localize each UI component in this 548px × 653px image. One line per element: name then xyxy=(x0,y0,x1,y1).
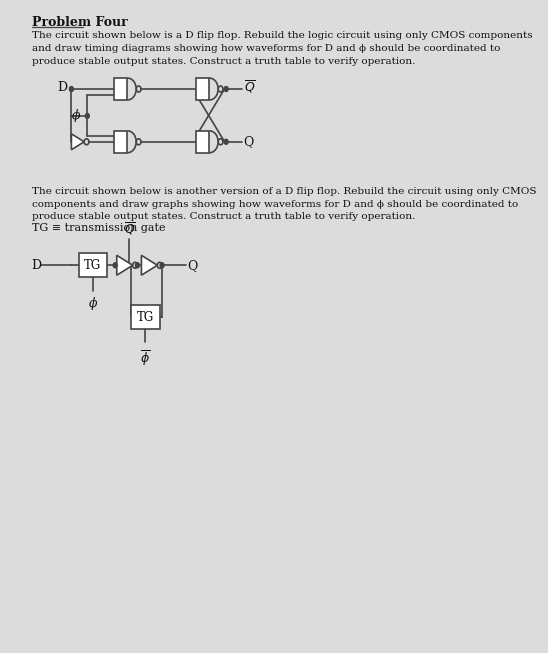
Text: Q: Q xyxy=(244,135,254,148)
Text: D: D xyxy=(57,80,67,93)
Polygon shape xyxy=(115,131,128,153)
Polygon shape xyxy=(117,255,133,275)
Circle shape xyxy=(85,114,89,118)
Text: Q: Q xyxy=(187,259,198,272)
Text: TG ≡ transmission gate: TG ≡ transmission gate xyxy=(32,223,165,233)
Circle shape xyxy=(224,139,228,144)
Text: produce stable output states. Construct a truth table to verify operation.: produce stable output states. Construct … xyxy=(32,57,415,66)
Circle shape xyxy=(113,263,117,268)
Text: TG: TG xyxy=(84,259,101,272)
Polygon shape xyxy=(71,134,84,150)
Circle shape xyxy=(224,87,228,91)
Bar xyxy=(131,305,159,329)
Polygon shape xyxy=(196,78,209,100)
Circle shape xyxy=(135,263,139,268)
Text: components and draw graphs showing how waveforms for D and ϕ should be coordinat: components and draw graphs showing how w… xyxy=(32,200,518,208)
Polygon shape xyxy=(196,131,209,153)
Text: D: D xyxy=(32,259,42,272)
Text: $\overline{\phi}$: $\overline{\phi}$ xyxy=(140,349,151,368)
Bar xyxy=(78,253,107,278)
Text: TG: TG xyxy=(137,311,154,323)
Text: ϕ: ϕ xyxy=(89,297,97,310)
Text: ϕ: ϕ xyxy=(71,110,80,122)
Text: The circuit shown below is a D flip flop. Rebuild the logic circuit using only C: The circuit shown below is a D flip flop… xyxy=(32,31,532,40)
Text: and draw timing diagrams showing how waveforms for D and ϕ should be coordinated: and draw timing diagrams showing how wav… xyxy=(32,44,500,53)
Circle shape xyxy=(70,87,73,91)
Text: The circuit shown below is another version of a D flip flop. Rebuild the circuit: The circuit shown below is another versi… xyxy=(32,187,536,196)
Circle shape xyxy=(160,263,164,268)
Text: $\overline{Q}$: $\overline{Q}$ xyxy=(123,221,135,238)
Polygon shape xyxy=(141,255,157,275)
Text: $\overline{Q}$: $\overline{Q}$ xyxy=(244,79,255,95)
Text: produce stable output states. Construct a truth table to verify operation.: produce stable output states. Construct … xyxy=(32,212,415,221)
Text: Problem Four: Problem Four xyxy=(32,16,127,29)
Polygon shape xyxy=(115,78,128,100)
